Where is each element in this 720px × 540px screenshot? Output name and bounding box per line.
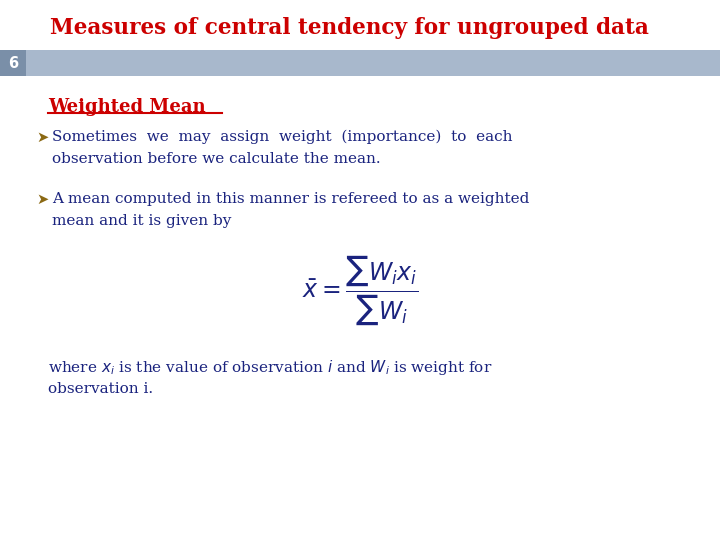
Text: A mean computed in this manner is refereed to as a weighted: A mean computed in this manner is refere… [52, 192, 529, 206]
Text: 6: 6 [8, 56, 18, 71]
Text: mean and it is given by: mean and it is given by [52, 214, 231, 228]
Text: ➤: ➤ [36, 192, 48, 207]
Text: where $x_i$ is the value of observation $i$ and $W_i$ is weight for: where $x_i$ is the value of observation … [48, 358, 492, 377]
Text: observation i.: observation i. [48, 382, 153, 396]
Text: observation before we calculate the mean.: observation before we calculate the mean… [52, 152, 381, 166]
FancyBboxPatch shape [0, 50, 720, 76]
Text: $\bar{x} = \dfrac{\sum W_i x_i}{\sum W_i}$: $\bar{x} = \dfrac{\sum W_i x_i}{\sum W_i… [302, 253, 418, 327]
Text: Weighted Mean: Weighted Mean [48, 98, 206, 116]
FancyBboxPatch shape [0, 50, 26, 76]
Text: ➤: ➤ [36, 130, 48, 145]
Text: Measures of central tendency for ungrouped data: Measures of central tendency for ungroup… [50, 17, 649, 39]
Text: Sometimes  we  may  assign  weight  (importance)  to  each: Sometimes we may assign weight (importan… [52, 130, 513, 144]
